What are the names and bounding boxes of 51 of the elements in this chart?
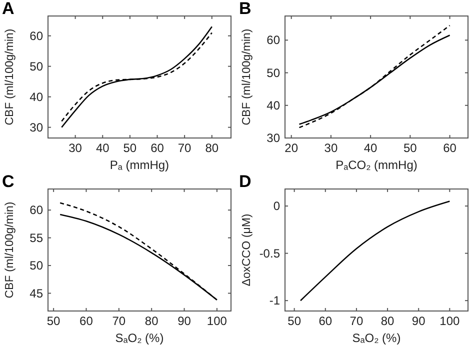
x-tick-label: 20 <box>284 141 298 155</box>
y-tick-label: 40 <box>30 90 44 104</box>
x-tick-label: 90 <box>412 314 426 328</box>
y-tick-label: 60 <box>266 33 280 48</box>
y-tick-label: -1 <box>269 294 280 308</box>
y-axis-title: CBF (ml/100g/min) <box>241 28 253 126</box>
x-tick-label: 100 <box>440 314 460 328</box>
y-tick-label: 60 <box>30 203 44 218</box>
x-axis-title: PₐCO₂ (mmHg) <box>336 158 418 172</box>
x-tick-label: 70 <box>178 141 192 155</box>
x-tick-label: 50 <box>123 141 137 155</box>
chart-title: B <box>239 0 252 18</box>
chart-title: A <box>2 0 14 18</box>
x-tick-label: 40 <box>96 141 110 155</box>
x-tick-label: 50 <box>46 314 61 328</box>
x-tick-label: 40 <box>364 141 378 155</box>
y-tick-label: 30 <box>266 131 280 145</box>
chart-title: C <box>2 172 14 191</box>
y-tick-label: -0.5 <box>259 246 280 260</box>
y-tick-label: 55 <box>30 230 44 245</box>
x-tick-label: 60 <box>150 141 164 155</box>
y-axis-title: ΔoxCCO (μM) <box>241 214 253 286</box>
x-axis-title: SₐO₂ (%) <box>115 331 164 345</box>
line-series <box>300 200 450 302</box>
x-tick-label: 60 <box>318 314 332 328</box>
y-tick-label: 60 <box>30 28 44 43</box>
x-tick-label: 80 <box>205 141 219 155</box>
x-tick-label: 80 <box>144 314 159 328</box>
y-tick-label: 40 <box>266 98 280 112</box>
x-axis-title: SₐO₂ (%) <box>352 331 401 345</box>
y-axis-title: CBF (ml/100g/min) <box>4 202 16 298</box>
x-tick-label: 80 <box>380 314 395 328</box>
x-tick-label: 100 <box>206 314 228 328</box>
y-axis-title: CBF (ml/100g/min) <box>4 28 16 126</box>
y-tick-label: 50 <box>30 59 44 74</box>
x-tick-label: 70 <box>350 314 364 328</box>
x-tick-label: 30 <box>324 141 338 155</box>
x-tick-label: 50 <box>288 314 302 328</box>
x-tick-label: 50 <box>403 141 418 155</box>
x-tick-label: 90 <box>178 314 192 328</box>
x-tick-label: 30 <box>68 141 82 155</box>
x-tick-label: 60 <box>80 314 94 328</box>
y-tick-label: 50 <box>266 66 280 80</box>
x-axis-title: Pₐ (mmHg) <box>110 158 170 172</box>
chart-title: D <box>239 172 252 191</box>
y-tick-label: 30 <box>30 120 44 134</box>
x-tick-label: 70 <box>112 314 126 328</box>
y-tick-label: 0 <box>273 199 280 214</box>
x-tick-label: 60 <box>443 141 457 155</box>
y-tick-label: 50 <box>30 258 44 273</box>
y-tick-label: 45 <box>30 286 44 300</box>
